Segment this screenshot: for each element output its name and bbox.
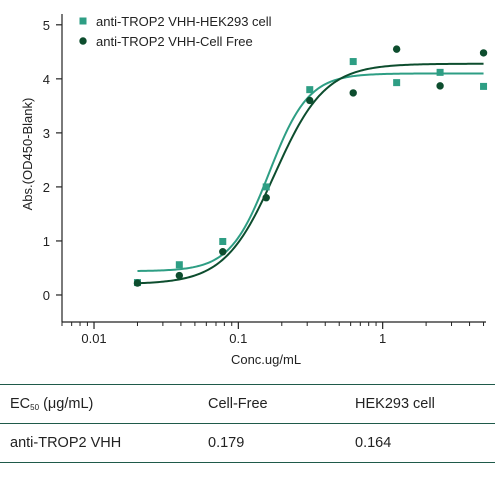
row-label: anti-TROP2 VHH <box>0 423 198 463</box>
point-square <box>393 79 401 87</box>
point-square <box>262 183 270 191</box>
point-circle <box>133 279 142 287</box>
point-circle <box>175 271 184 280</box>
fit-curve-2 <box>137 62 484 285</box>
x-tick-label: 0.1 <box>229 331 247 346</box>
legend-label: anti-TROP2 VHH-Cell Free <box>96 34 253 49</box>
fit-curves <box>137 62 484 285</box>
hek293-value: 0.164 <box>345 423 495 463</box>
point-circle <box>392 45 401 53</box>
axes: 0 1 2 3 4 5 0.01 0.1 1 Conc.ug/mL Abs.(OD450-Blank… <box>20 14 486 367</box>
y-tick-label: 1 <box>43 234 50 249</box>
x-tick-label: 0.01 <box>81 331 106 346</box>
legend-marker-circle <box>79 37 87 45</box>
cell-free-value: 0.179 <box>198 423 345 463</box>
legend-label: anti-TROP2 VHH-HEK293 cell <box>96 14 272 29</box>
y-tick-label: 0 <box>43 288 50 303</box>
fit-curve-1 <box>137 72 484 272</box>
legend: anti-TROP2 VHH-HEK293 cell anti-TROP2 VHH… <box>79 14 272 49</box>
ec50-header-prefix: EC <box>10 396 31 412</box>
point-circle <box>349 89 357 97</box>
point-circle <box>436 82 444 90</box>
y-tick-label: 3 <box>43 126 50 141</box>
cell-free-header: Cell-Free <box>198 384 345 424</box>
x-tick-label: 1 <box>379 331 386 346</box>
table-row: anti-TROP2 VHH 0.179 0.164 <box>0 423 495 463</box>
y-tick-label: 5 <box>43 18 50 33</box>
ec50-chart: 0 1 2 3 4 5 0.01 0.1 1 Conc.ug/mL Abs.(OD450-Blank… <box>20 14 488 367</box>
y-axis-label: Abs.(OD450-Blank) <box>20 98 35 211</box>
y-tick-label: 2 <box>43 180 50 195</box>
ec50-table: EC50 (μg/mL) Cell-Free HEK293 cell anti-… <box>0 384 495 463</box>
point-square <box>306 86 314 94</box>
point-square <box>480 82 488 90</box>
point-square <box>175 261 183 269</box>
point-square <box>349 58 357 66</box>
data-points <box>133 45 488 287</box>
legend-marker-square <box>79 17 87 25</box>
point-circle <box>306 96 314 105</box>
point-circle <box>262 194 270 202</box>
hek293-header: HEK293 cell <box>345 384 495 424</box>
ec50-header: EC50 (μg/mL) <box>0 384 198 424</box>
ec50-header-suffix: (μg/mL) <box>39 396 94 412</box>
x-axis-label: Conc.ug/mL <box>231 352 301 367</box>
point-circle <box>479 49 488 57</box>
y-tick-label: 4 <box>43 72 50 87</box>
ec50-header-sub: 50 <box>30 403 40 412</box>
table-header-row: EC50 (μg/mL) Cell-Free HEK293 cell <box>0 384 495 424</box>
point-square <box>219 237 227 245</box>
point-circle <box>219 248 227 256</box>
point-square <box>436 68 444 76</box>
